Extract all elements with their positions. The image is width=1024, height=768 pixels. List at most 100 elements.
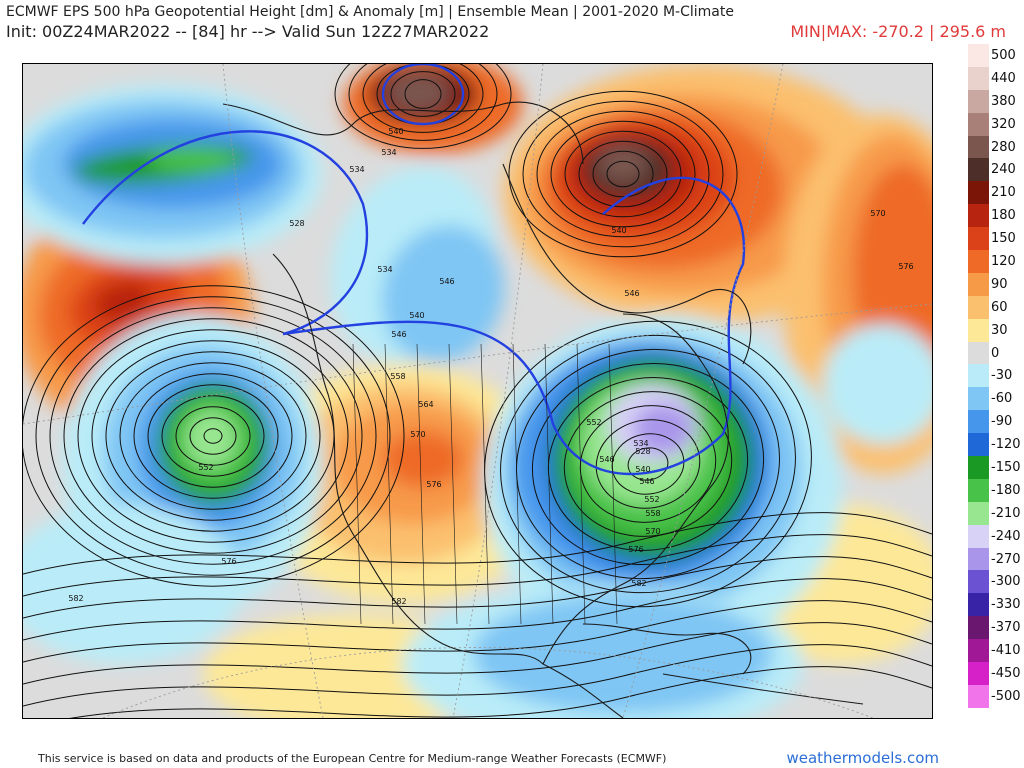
legend-swatch — [968, 158, 989, 182]
legend-swatch — [968, 181, 989, 205]
height-contour — [77, 329, 349, 543]
legend-item: 440 — [968, 66, 1024, 90]
legend-swatch — [968, 135, 989, 159]
contour-label: 558 — [645, 509, 660, 518]
contour-label: 546 — [639, 477, 654, 486]
contour-label: 534 — [377, 265, 392, 274]
contour-label: 570 — [410, 430, 425, 439]
height-contour — [595, 419, 701, 509]
anomaly-area — [148, 148, 238, 172]
legend-item: -330 — [968, 593, 1024, 617]
height-contour — [189, 417, 237, 455]
height-contour — [147, 384, 279, 488]
legend-label: -120 — [991, 437, 1021, 453]
height-contour — [516, 348, 780, 580]
legend-swatch — [968, 66, 989, 90]
height-contour — [175, 406, 251, 466]
height-contour — [23, 534, 932, 597]
coastline — [272, 253, 624, 718]
legend-item: -300 — [968, 570, 1024, 594]
height-contour — [578, 140, 668, 208]
border-line — [576, 343, 586, 625]
height-contour — [550, 120, 696, 228]
anomaly-area — [383, 431, 463, 487]
height-contour — [23, 622, 932, 685]
height-contour — [23, 285, 405, 587]
height-contour — [564, 130, 682, 218]
contour-label: 582 — [631, 579, 646, 588]
legend-item: 320 — [968, 112, 1024, 136]
height-contour — [348, 64, 498, 141]
legend-label: -240 — [991, 528, 1021, 544]
contour-label: 540 — [388, 127, 403, 136]
legend-swatch — [968, 593, 989, 617]
legend-label: 60 — [991, 299, 1008, 315]
color-legend: 500 440 380 320 280 240 210 180 150 120 90 60 30 0 -30… — [968, 44, 1024, 708]
height-contour — [23, 512, 932, 575]
legend-label: -30 — [991, 368, 1013, 384]
coastlines — [222, 101, 864, 718]
contour-label: 576 — [221, 557, 236, 566]
legend-label: 380 — [991, 93, 1016, 109]
legend-swatch — [968, 318, 989, 342]
legend-item: -500 — [968, 684, 1024, 708]
height-contour — [547, 377, 749, 551]
legend-swatch — [968, 501, 989, 525]
height-contour-552 — [282, 176, 746, 476]
contour-label: 540 — [635, 465, 650, 474]
height-contour — [606, 160, 640, 188]
legend-label: -210 — [991, 505, 1021, 521]
height-contour-552 — [381, 64, 465, 126]
coastline — [662, 673, 864, 705]
chart-title: ECMWF EPS 500 hPa Geopotential Height [d… — [6, 4, 734, 20]
legend-swatch — [968, 227, 989, 251]
border-line — [480, 343, 490, 625]
legend-swatch — [968, 250, 989, 273]
border-line — [608, 343, 618, 625]
legend-item: -60 — [968, 387, 1024, 411]
legend-swatch — [968, 204, 989, 228]
contour-label: 570 — [870, 209, 885, 218]
contour-label: 540 — [611, 226, 626, 235]
legend-label: 0 — [991, 345, 1000, 361]
legend-label: -500 — [991, 688, 1021, 704]
legend-item: 0 — [968, 341, 1024, 365]
height-contour — [23, 644, 932, 707]
contour-label: 570 — [645, 527, 660, 536]
height-contours — [23, 64, 932, 718]
height-contour — [362, 64, 484, 133]
height-contour — [105, 351, 321, 521]
contour-label: 546 — [391, 330, 406, 339]
legend-label: 500 — [991, 47, 1016, 63]
legend-item: 180 — [968, 204, 1024, 228]
contour-label: 552 — [198, 463, 213, 472]
anomaly-map: 5405345285345465405465705765405465585645… — [23, 64, 932, 718]
map-panel[interactable]: 540 534 528 534 546 540 546 570 576 540 546 558 564 5… — [22, 63, 933, 719]
height-contour — [592, 150, 654, 198]
legend-swatch — [968, 387, 989, 411]
legend-swatch — [968, 112, 989, 136]
legend-swatch — [968, 364, 989, 388]
legend-item: 60 — [968, 295, 1024, 319]
height-contour — [69, 666, 932, 718]
contour-label: 534 — [349, 165, 364, 174]
legend-label: 150 — [991, 231, 1016, 247]
anomaly-shading — [23, 64, 932, 718]
legend-swatch — [968, 410, 989, 434]
anomaly-area — [823, 324, 932, 444]
border-line — [352, 343, 362, 625]
legend-item: -90 — [968, 410, 1024, 434]
legend-item: 210 — [968, 181, 1024, 205]
legend-swatch — [968, 272, 989, 296]
height-contour-552 — [82, 130, 369, 336]
legend-label: -370 — [991, 620, 1021, 636]
legend-swatch — [968, 662, 989, 685]
contour-label: 546 — [624, 289, 639, 298]
legend-item: -150 — [968, 456, 1024, 479]
legend-item: 90 — [968, 272, 1024, 296]
height-contour — [23, 578, 932, 641]
legend-item: -180 — [968, 478, 1024, 502]
legend-label: 120 — [991, 253, 1016, 269]
weathermodels-link[interactable]: weathermodels.com — [786, 749, 939, 767]
border-line — [448, 343, 458, 625]
